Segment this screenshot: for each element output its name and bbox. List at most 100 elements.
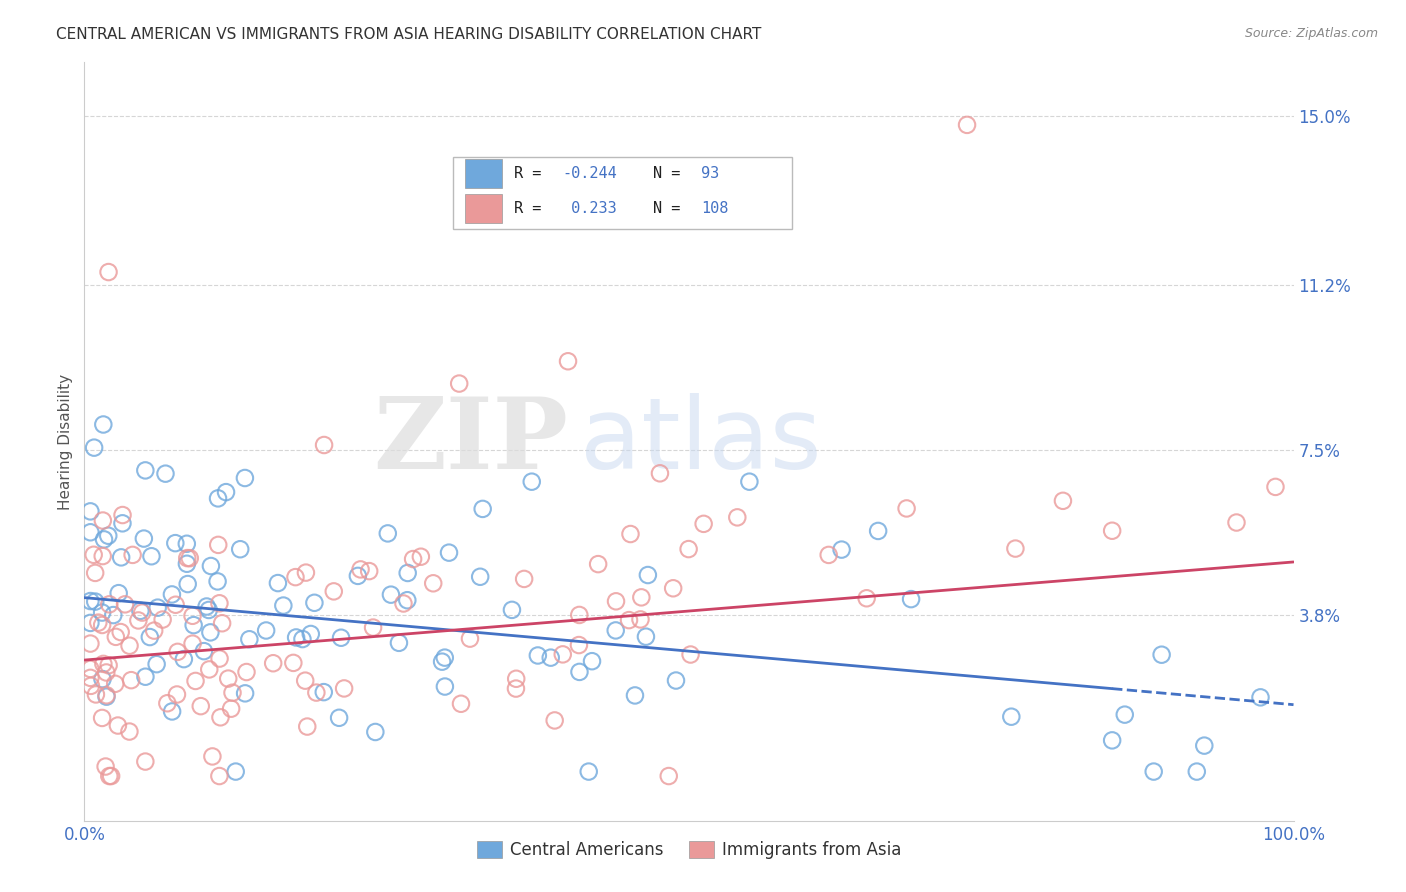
Point (110, 550, 132, 565)
Point (184, 673, 207, 688)
Point (299, 627, 322, 641)
Point (176, 551, 198, 566)
Point (458, 632, 481, 646)
Point (630, 591, 652, 605)
Point (450, 697, 472, 711)
Text: CENTRAL AMERICAN VS IMMIGRANTS FROM ASIA HEARING DISABILITY CORRELATION CHART: CENTRAL AMERICAN VS IMMIGRANTS FROM ASIA… (56, 27, 762, 42)
Point (87, 615, 110, 630)
Point (678, 542, 700, 557)
Point (1052, 493, 1074, 508)
Point (107, 586, 129, 600)
Point (111, 508, 134, 522)
Point (312, 685, 335, 699)
Point (238, 632, 260, 647)
Point (505, 681, 527, 696)
Point (107, 718, 129, 732)
Point (896, 501, 918, 516)
Point (134, 755, 156, 769)
Point (193, 644, 215, 658)
Point (380, 588, 402, 602)
Point (1004, 541, 1026, 556)
Point (437, 546, 460, 560)
Point (305, 685, 328, 699)
Point (98, 598, 121, 612)
Point (297, 720, 319, 734)
Point (330, 631, 353, 645)
Point (267, 576, 290, 591)
Point (1264, 480, 1286, 494)
Text: -0.244: -0.244 (562, 167, 617, 181)
Point (658, 769, 681, 783)
Point (285, 631, 308, 645)
Point (433, 650, 456, 665)
Point (91, 514, 114, 528)
Point (1185, 764, 1208, 779)
Point (131, 606, 153, 620)
Point (176, 557, 198, 571)
Point (91, 618, 114, 632)
Point (665, 673, 688, 688)
Point (624, 689, 647, 703)
Point (96, 688, 118, 702)
Point (725, 510, 748, 524)
Point (84, 594, 107, 608)
Point (359, 564, 381, 578)
Point (98, 769, 121, 783)
Point (181, 608, 204, 623)
Point (273, 599, 295, 613)
Point (422, 576, 444, 591)
Point (501, 603, 523, 617)
Point (831, 542, 853, 557)
Point (817, 548, 839, 562)
Point (634, 630, 657, 644)
Point (738, 475, 761, 489)
Text: N =: N = (652, 202, 689, 216)
Point (96, 690, 118, 704)
Point (648, 467, 671, 481)
Point (221, 686, 243, 700)
Point (540, 650, 562, 665)
Point (176, 537, 198, 551)
Point (219, 702, 242, 716)
Point (160, 705, 183, 719)
Point (392, 597, 415, 611)
Point (333, 681, 356, 696)
Point (179, 551, 201, 566)
Point (152, 613, 174, 627)
Point (868, 524, 890, 538)
Point (388, 636, 411, 650)
Legend: Central Americans, Immigrants from Asia: Central Americans, Immigrants from Asia (470, 834, 908, 865)
Point (229, 542, 252, 557)
Point (396, 593, 419, 607)
Point (1250, 690, 1272, 705)
Point (195, 599, 218, 614)
Point (173, 652, 195, 666)
Point (291, 632, 314, 646)
Point (91, 672, 114, 686)
Point (433, 680, 456, 694)
Point (568, 665, 591, 679)
Point (619, 527, 641, 541)
Point (1000, 709, 1022, 723)
Point (181, 637, 204, 651)
Point (121, 548, 143, 562)
Point (617, 613, 640, 627)
Point (79, 504, 101, 518)
Point (527, 648, 550, 663)
Point (79, 525, 101, 540)
Point (295, 566, 318, 580)
Point (103, 608, 125, 623)
Point (505, 672, 527, 686)
Point (207, 574, 229, 589)
Point (294, 673, 316, 688)
FancyBboxPatch shape (465, 160, 502, 188)
Point (207, 491, 229, 506)
Point (1101, 733, 1123, 747)
Point (166, 688, 188, 702)
Point (176, 577, 198, 591)
Text: Source: ZipAtlas.com: Source: ZipAtlas.com (1244, 27, 1378, 40)
Point (208, 769, 231, 783)
Point (284, 570, 307, 584)
Point (118, 724, 141, 739)
Point (79, 671, 101, 685)
